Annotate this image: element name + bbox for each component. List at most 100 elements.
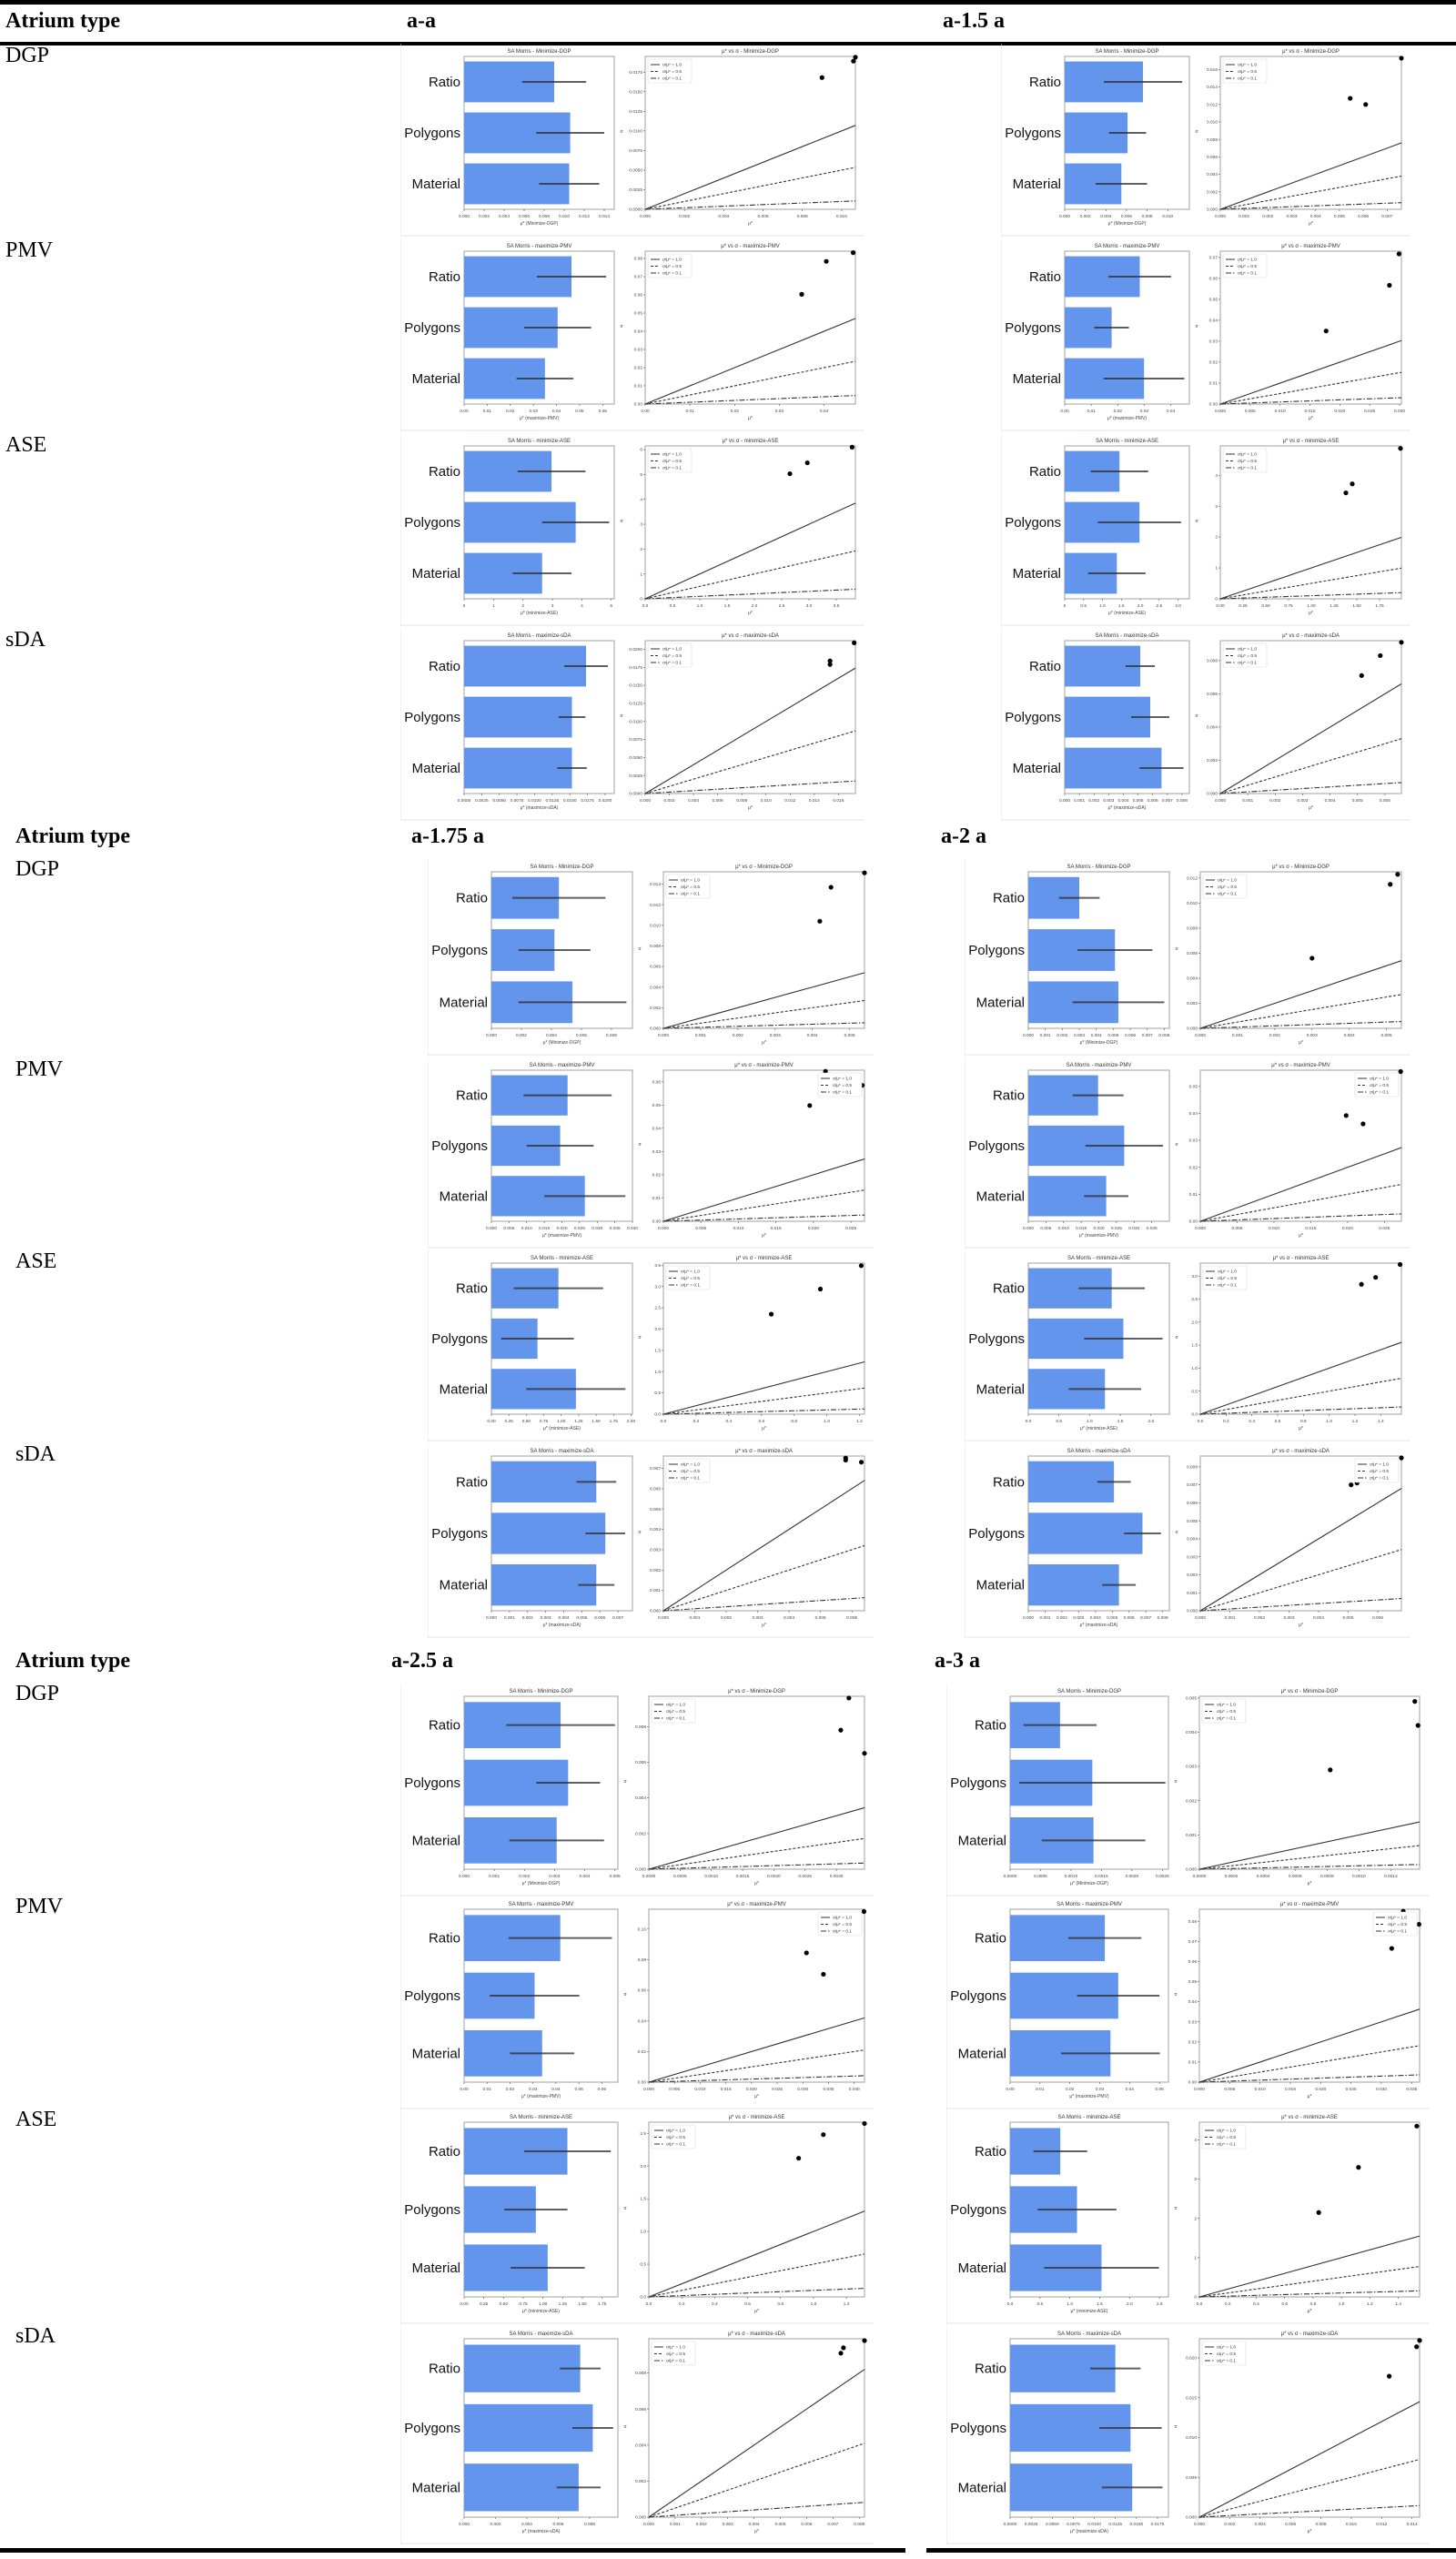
x-tick-label: 0.006 <box>519 214 530 219</box>
bar-chart-title: SA Morris - maximize-PMV <box>507 244 572 249</box>
x-tick-label: 0.000 <box>1059 798 1070 804</box>
bar-x-axis-label: μ* (maximize-PMV) <box>542 1233 581 1239</box>
legend-label: σ/μ* = 0.1 <box>1218 892 1237 897</box>
ratio-line-0-1 <box>1219 202 1402 210</box>
x-tick-label: 0.004 <box>558 1615 569 1621</box>
x-tick-label: 0.030 <box>797 2087 808 2092</box>
y-tick-label: 0.06 <box>634 293 643 298</box>
x-tick-label: 0.012 <box>1376 2522 1387 2527</box>
x-tick-label: 0.004 <box>546 1033 557 1038</box>
y-tick-label: 0.020 <box>1186 2356 1197 2362</box>
ratio-line-0-1 <box>1199 1213 1402 1222</box>
scatter-chart-title: μ* vs σ - maximize-PMV <box>1281 244 1340 249</box>
scatter-legend: σ/μ* = 1.0σ/μ* = 0.5 σ/μ* = 0.1 <box>647 448 693 473</box>
category-label-ratio: Ratio <box>975 2144 1006 2159</box>
scatter-point <box>853 55 858 60</box>
x-tick-label: 0.0025 <box>1025 2522 1038 2527</box>
category-label-material: Material <box>440 995 488 1010</box>
legend-label: σ/μ* = 0.1 <box>662 466 682 471</box>
chart-svg: SA Morris - minimize-ASE Ratio Polygons Mat… <box>1001 433 1410 626</box>
category-label-ratio: Ratio <box>456 1088 488 1104</box>
scatter-point <box>1359 673 1364 678</box>
ratio-line-0-1 <box>648 1862 865 1870</box>
bar-chart-title: SA Morris - maximize-sDA <box>1057 2331 1121 2337</box>
x-tick-label: 0.00 <box>460 2301 469 2307</box>
x-tick-label: 0.004 <box>580 1874 591 1879</box>
x-tick-label: 0.025 <box>1364 409 1375 414</box>
y-tick-label: 1.5 <box>640 2197 646 2202</box>
col-header-a-1-75a: a-1.75 a <box>411 824 484 848</box>
x-tick-label: 0.005 <box>775 2522 786 2527</box>
x-tick-label: 0.0025 <box>475 798 489 804</box>
x-tick-label: 0.01 <box>1036 2087 1045 2092</box>
scatter-chart-title: μ* vs σ - minimize-ASE <box>1281 2115 1338 2120</box>
chart-svg: SA Morris - maximize-sDA Ratio Polygons Mat… <box>1001 628 1410 821</box>
y-tick-label: 0.002 <box>650 1006 661 1011</box>
y-tick-label: 0.000 <box>635 2515 646 2521</box>
x-tick-label: 1.75 <box>1375 603 1384 609</box>
x-tick-label: 0.015 <box>1305 409 1316 414</box>
scatter-y-axis-label: σ <box>1175 1530 1178 1535</box>
scatter-y-axis-label: σ <box>1175 1335 1178 1340</box>
x-tick-label: 0.005 <box>503 1226 514 1231</box>
y-tick-label: 0.004 <box>1186 1730 1197 1735</box>
legend-label: σ/μ* = 0.5 <box>662 69 682 75</box>
scatter-point <box>824 258 829 264</box>
ratio-line-0-5 <box>662 999 865 1029</box>
x-tick-label: 0.035 <box>1147 1226 1158 1231</box>
x-tick-label: 0.002 <box>522 1615 533 1621</box>
y-tick-label: 0.06 <box>652 1079 662 1085</box>
bar-chart-title: SA Morris - maximize-sDA <box>507 633 571 639</box>
ratio-line-0-1 <box>1199 1598 1402 1612</box>
x-tick-label: 0.001 <box>690 1615 701 1621</box>
scatter-chart-title: μ* vs σ - minimize-ASE <box>1283 439 1340 444</box>
x-tick-label: 0.02 <box>1114 409 1123 414</box>
y-tick-label: 0.05 <box>652 1103 662 1108</box>
y-tick-label: 0.04 <box>634 329 643 335</box>
ratio-line-0-1 <box>662 1408 865 1415</box>
category-label-ratio: Ratio <box>429 2362 460 2377</box>
y-tick-label: 0.006 <box>635 1760 646 1765</box>
scatter-chart-title: μ* vs σ - maximize-sDA <box>722 633 779 639</box>
x-tick-label: 1.75 <box>610 1419 619 1424</box>
x-tick-label: 2 <box>521 603 524 609</box>
legend-label: σ/μ* = 1.0 <box>1370 1462 1389 1468</box>
x-tick-label: 0.005 <box>695 1226 706 1231</box>
y-tick-label: 6 <box>640 448 642 453</box>
bar-x-axis-label: μ* (maximize-PMV) <box>1107 416 1147 421</box>
ratio-line-0-1 <box>1219 397 1402 405</box>
y-tick-label: 0.007 <box>650 1466 661 1472</box>
scatter-x-axis-label: μ* <box>1309 416 1313 421</box>
scatter-point <box>1328 1767 1333 1773</box>
scatter-x-axis-label: μ* <box>754 1881 759 1886</box>
ratio-line-0-1 <box>1198 2290 1421 2298</box>
category-label-ratio: Ratio <box>429 1931 460 1947</box>
bar-x-axis-label: μ* (Minimize-DGP) <box>1070 1881 1108 1886</box>
scatter-x-axis-label: μ* <box>754 2094 759 2099</box>
scatter-point <box>1417 2338 1422 2343</box>
ratio-line-0-1 <box>1198 2504 1421 2518</box>
x-tick-label: 0.0150 <box>1129 2522 1143 2527</box>
x-tick-label: 0.002 <box>679 214 690 219</box>
x-tick-label: 0.004 <box>784 1615 794 1621</box>
chart-pair-a-2-5-a-sda: SA Morris - maximize-sDA Ratio Polygons Mat… <box>400 2326 874 2544</box>
x-tick-label: 0.025 <box>574 1226 585 1231</box>
ratio-line-0-1 <box>1198 2074 1421 2083</box>
scatter-point <box>804 460 810 466</box>
ratio-line-0-1 <box>662 1214 865 1222</box>
scatter-x-axis-label: μ* <box>762 1233 766 1239</box>
x-tick-label: 2.00 <box>627 1419 636 1424</box>
x-tick-label: 0.0000 <box>1004 2522 1017 2527</box>
scatter-point <box>787 470 793 477</box>
x-tick-label: 0.03 <box>775 409 784 414</box>
y-tick-label: 1.0 <box>640 2230 646 2235</box>
x-tick-label: 0.003 <box>549 1874 560 1879</box>
row-label-sda-3: sDA <box>15 2324 56 2348</box>
scatter-chart-title: μ* vs σ - Minimize-DGP <box>1282 49 1340 55</box>
scatter-y-axis-label: σ <box>1195 713 1198 719</box>
x-tick-label: 0.0050 <box>492 798 506 804</box>
x-tick-label: 0.004 <box>688 798 699 804</box>
ratio-line-0-5 <box>662 1387 865 1415</box>
y-tick-label: 2.5 <box>654 1306 661 1311</box>
x-tick-label: 0.000 <box>1195 1615 1206 1621</box>
